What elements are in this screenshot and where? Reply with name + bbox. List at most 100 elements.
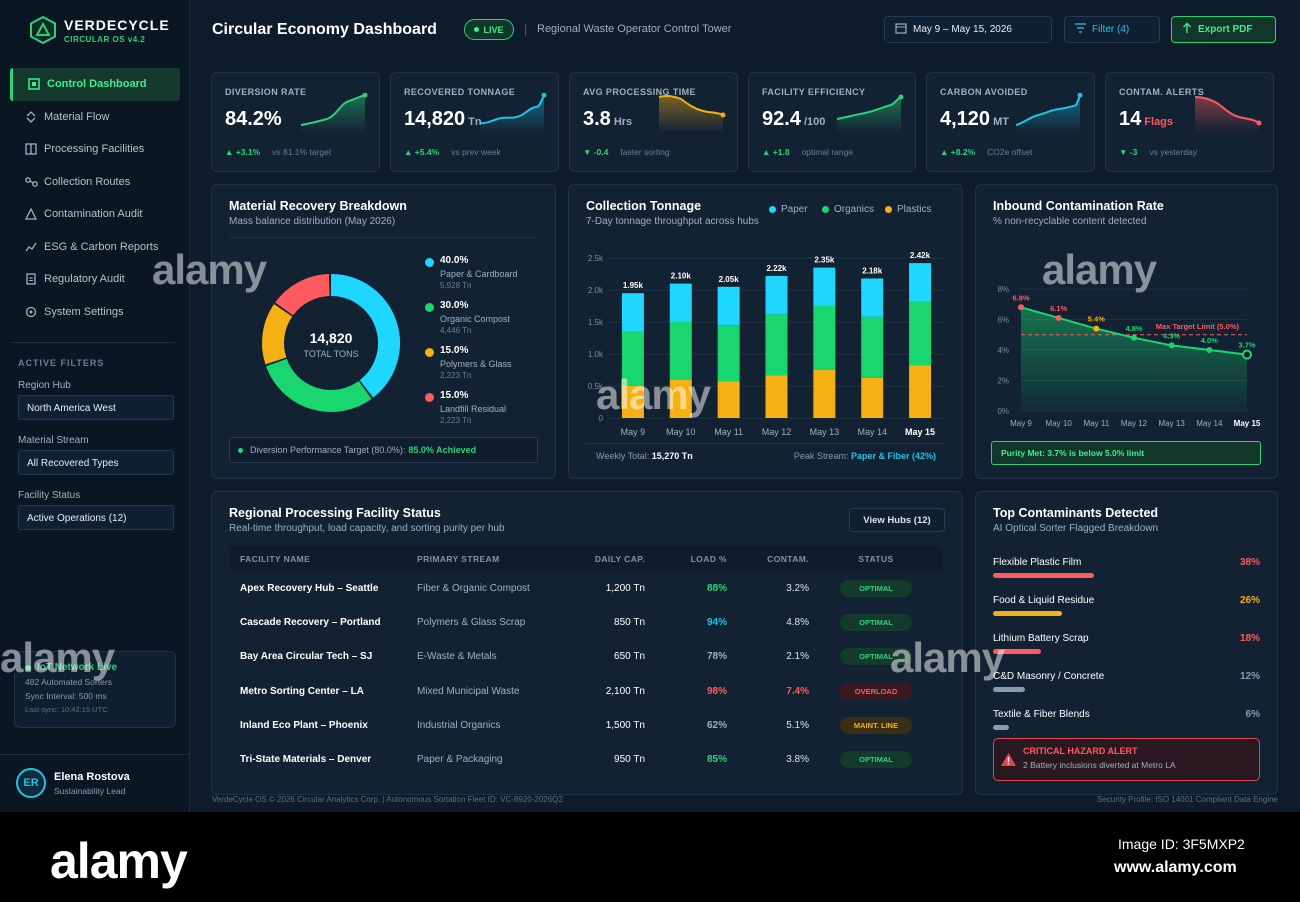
- bar-segment-paper[interactable]: [813, 267, 836, 306]
- status-badge: OPTIMAL: [840, 648, 912, 666]
- donut-slice[interactable]: [330, 274, 400, 398]
- sidebar-item-regulatory-audit[interactable]: Regulatory Audit: [10, 263, 180, 296]
- live-dot-icon: [25, 664, 31, 671]
- facility-status-select[interactable]: Active Operations (12): [18, 505, 174, 530]
- kpi-number: 92.4: [762, 108, 801, 130]
- column-header[interactable]: LOAD %: [690, 553, 727, 564]
- donut-slice[interactable]: [266, 358, 372, 412]
- sparkline-line: [1015, 94, 1081, 126]
- bar-segment-organics[interactable]: [813, 306, 836, 370]
- bar-segment-paper[interactable]: [765, 275, 788, 315]
- bar-segment-paper[interactable]: [909, 263, 932, 302]
- bar-segment-plastics[interactable]: [765, 375, 788, 418]
- table-row[interactable]: Inland Eco Plant – Phoenix Industrial Org…: [229, 708, 943, 742]
- bar-segment-paper[interactable]: [669, 283, 692, 322]
- sparkline-endpoint: [541, 93, 547, 98]
- data-point[interactable]: [1206, 347, 1213, 353]
- collection-summary: Weekly Total: 15,270 Tn Peak Stream: Pap…: [586, 443, 946, 467]
- sidebar-item-processing-facilities[interactable]: Processing Facilities: [10, 133, 180, 166]
- contaminant-item[interactable]: Flexible Plastic Film 38%: [993, 557, 1260, 578]
- sidebar-item-esg-carbon-reports[interactable]: ESG & Carbon Reports: [10, 231, 180, 264]
- column-header[interactable]: STATUS: [858, 553, 894, 564]
- bar-segment-paper[interactable]: [861, 278, 884, 317]
- donut-slice[interactable]: [262, 304, 293, 365]
- critical-hazard-alert[interactable]: CRITICAL HAZARD ALERT 2 Battery inclusio…: [993, 738, 1260, 781]
- legend-swatch: [769, 206, 776, 213]
- material-legend-item[interactable]: 15.0% Polymers & Glass 2,223 Tn: [425, 345, 512, 380]
- data-point[interactable]: [1131, 334, 1137, 341]
- sidebar-item-collection-routes[interactable]: Collection Routes: [10, 166, 180, 199]
- material-legend-item[interactable]: 30.0% Organic Compost 4,446 Tn: [425, 300, 510, 335]
- daily-capacity: 850 Tn: [614, 616, 645, 628]
- data-point[interactable]: [1093, 325, 1100, 332]
- column-header[interactable]: DAILY CAP.: [594, 553, 645, 564]
- column-header[interactable]: PRIMARY STREAM: [417, 553, 500, 564]
- bar-segment-plastics[interactable]: [909, 365, 932, 418]
- footer-right: Security Profile: ISO 14001 Compliant Da…: [1097, 795, 1278, 804]
- table-row[interactable]: Metro Sorting Center – LA Mixed Municipal…: [229, 674, 943, 708]
- contaminant-name: Flexible Plastic Film: [993, 557, 1082, 568]
- bar-segment-organics[interactable]: [717, 325, 740, 382]
- date-range-picker[interactable]: May 9 – May 15, 2026: [884, 16, 1052, 43]
- region-hub-select[interactable]: North America West: [18, 395, 174, 420]
- user-profile[interactable]: ER Elena Rostova Sustainability Lead: [16, 768, 130, 798]
- bar-segment-paper[interactable]: [717, 286, 740, 326]
- bar-segment-organics[interactable]: [669, 322, 692, 380]
- table-row[interactable]: Tri-State Materials – Denver Paper & Pack…: [229, 742, 943, 776]
- table-row[interactable]: Apex Recovery Hub – Seattle Fiber & Organ…: [229, 571, 943, 605]
- legend-label: Organic Compost: [440, 314, 511, 324]
- material-stream-select[interactable]: All Recovered Types: [18, 450, 174, 475]
- sidebar-item-control-dashboard[interactable]: Control Dashboard: [10, 68, 180, 101]
- export-pdf-button[interactable]: Export PDF: [1171, 16, 1276, 43]
- sidebar-item-system-settings[interactable]: System Settings: [10, 296, 180, 329]
- kpi-card[interactable]: RECOVERED TONNAGE 14,820 Tn ▲ +5.4% vs prev …: [390, 72, 559, 172]
- kpi-card[interactable]: CONTAM. ALERTS 14 Flags ▼ -3 vs yesterday: [1105, 72, 1274, 172]
- kpi-card[interactable]: AVG PROCESSING TIME 3.8 Hrs ▼ -0.4 faster so…: [569, 72, 738, 172]
- kpi-card[interactable]: CARBON AVOIDED 4,120 MT ▲ +8.2% CO2e offset: [926, 72, 1095, 172]
- contaminant-item[interactable]: C&D Masonry / Concrete 12%: [993, 671, 1260, 692]
- status-badge: OPTIMAL: [840, 613, 912, 631]
- load-percent: 88%: [706, 582, 727, 594]
- column-header[interactable]: FACILITY NAME: [240, 553, 311, 564]
- brand[interactable]: VERDECYCLE CIRCULAR OS v4.2: [30, 16, 170, 44]
- legend-organics[interactable]: Organics: [822, 204, 874, 215]
- data-point[interactable]: [1168, 342, 1175, 349]
- legend-paper[interactable]: Paper: [769, 204, 808, 215]
- bar-segment-plastics[interactable]: [621, 386, 644, 418]
- sidebar-item-material-flow[interactable]: Material Flow: [10, 101, 180, 134]
- donut-slice[interactable]: [275, 274, 331, 316]
- kpi-card[interactable]: DIVERSION RATE 84.2% ▲ +3.1% vs 81.1% targe…: [211, 72, 380, 172]
- contaminant-item[interactable]: Lithium Battery Scrap 18%: [993, 633, 1260, 654]
- bar-segment-organics[interactable]: [909, 301, 932, 366]
- bar-segment-paper[interactable]: [621, 293, 644, 332]
- data-point[interactable]: [1018, 304, 1024, 311]
- material-legend-item[interactable]: 15.0% Landfill Residual 2,223 Tn: [425, 390, 506, 425]
- legend-plastics[interactable]: Plastics: [885, 204, 931, 215]
- material-legend-item[interactable]: 40.0% Paper & Cardboard 5,928 Tn: [425, 255, 518, 290]
- filter-button[interactable]: Filter (4): [1064, 16, 1160, 43]
- kpi-card[interactable]: FACILITY EFFICIENCY 92.4/100 ▲ +1.8 optimal…: [748, 72, 916, 172]
- kpi-delta: ▲ +3.1%: [225, 147, 261, 157]
- warning-icon: [1001, 753, 1016, 766]
- y-tick-label: 2.0k: [588, 286, 604, 295]
- sidebar-item-contamination-audit[interactable]: Contamination Audit: [10, 198, 180, 231]
- contaminant-item[interactable]: Textile & Fiber Blends 6%: [993, 709, 1260, 730]
- card-title: Regional Processing Facility Status: [229, 506, 441, 520]
- bar-segment-plastics[interactable]: [669, 379, 692, 418]
- bar-segment-plastics[interactable]: [813, 370, 836, 418]
- data-point[interactable]: [1055, 314, 1062, 321]
- data-point[interactable]: [1242, 349, 1252, 360]
- contaminant-item[interactable]: Food & Liquid Residue 26%: [993, 595, 1260, 616]
- table-row[interactable]: Cascade Recovery – Portland Polymers & Gl…: [229, 605, 943, 639]
- table-row[interactable]: Bay Area Circular Tech – SJ E-Waste & Met…: [229, 640, 943, 674]
- facility-name: Apex Recovery Hub – Seattle: [240, 582, 379, 594]
- bar-segment-organics[interactable]: [621, 331, 644, 386]
- date-range-label: May 9 – May 15, 2026: [913, 24, 1012, 35]
- bar-segment-plastics[interactable]: [861, 377, 884, 418]
- column-header[interactable]: CONTAM.: [767, 553, 809, 564]
- view-hubs-button[interactable]: View Hubs (12): [849, 508, 945, 532]
- bar-segment-organics[interactable]: [861, 316, 884, 378]
- bar-segment-organics[interactable]: [765, 314, 788, 376]
- bar-segment-plastics[interactable]: [717, 381, 740, 418]
- bar-total-label: 2.42k: [910, 251, 931, 260]
